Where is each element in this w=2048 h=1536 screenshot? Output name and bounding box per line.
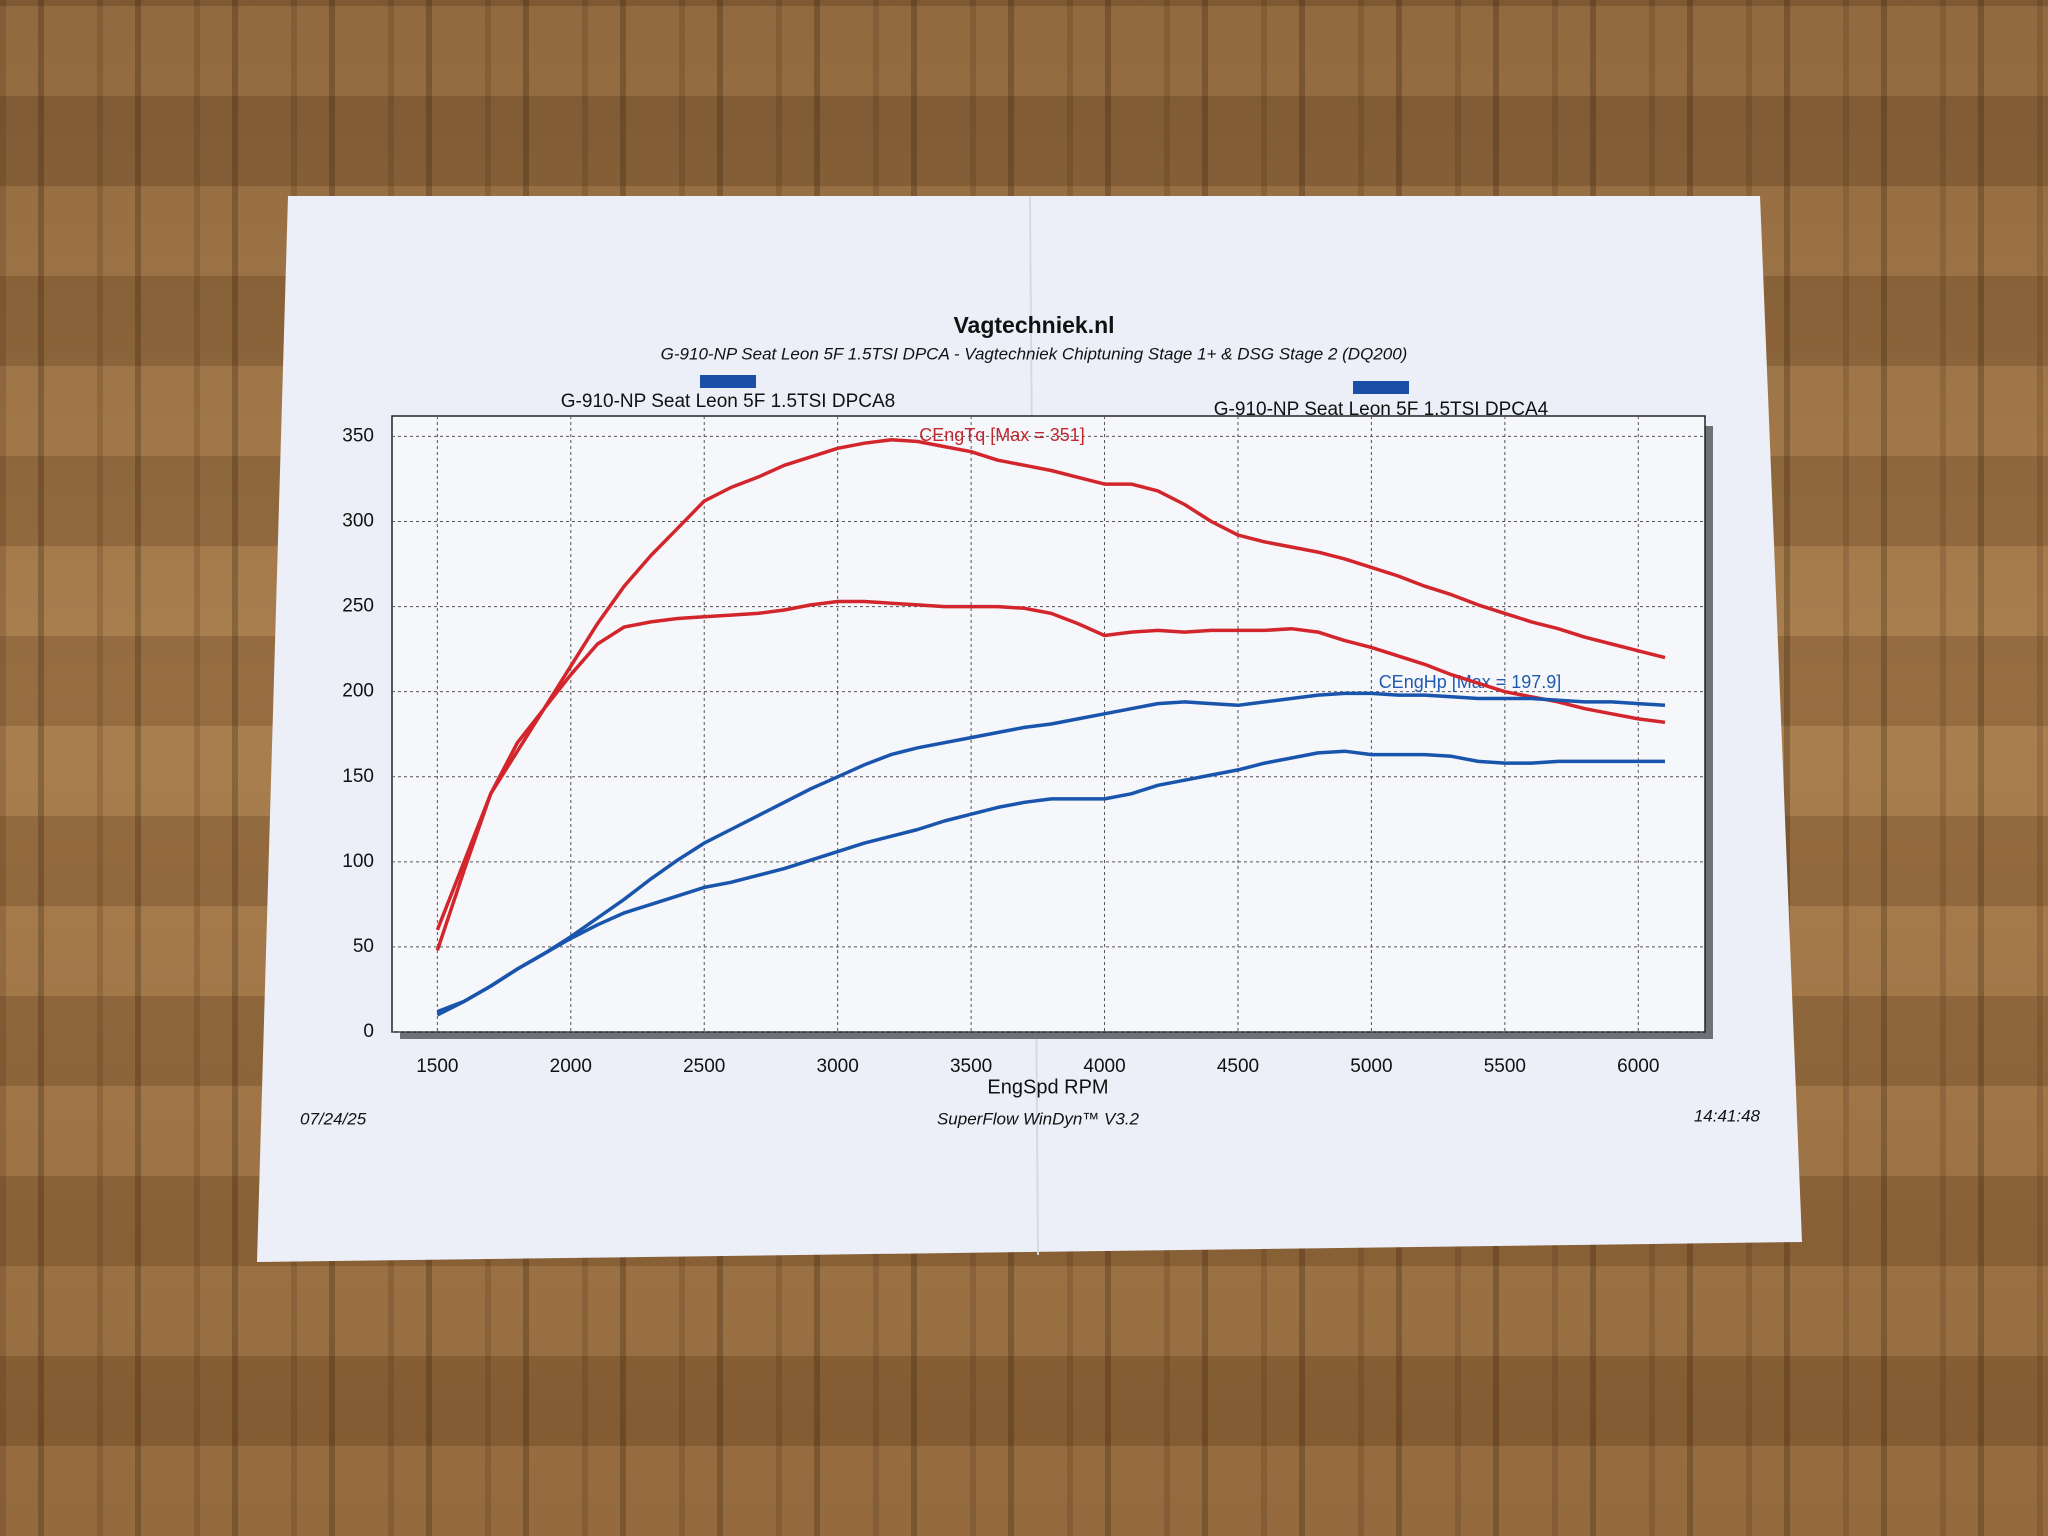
series-line <box>436 749 1665 1017</box>
x-tick-label: 1500 <box>416 1056 458 1077</box>
x-tick-label: 4000 <box>1083 1056 1125 1077</box>
series-line <box>435 438 1666 931</box>
x-tick-label: 2500 <box>683 1056 725 1077</box>
y-tick-label: 50 <box>353 936 374 957</box>
y-tick-label: 0 <box>363 1021 374 1042</box>
y-tick-label: 350 <box>342 425 374 446</box>
y-tick-label: 200 <box>342 681 374 702</box>
y-tick-label: 300 <box>342 511 374 532</box>
x-tick-label: 3500 <box>950 1056 992 1077</box>
series-line <box>435 599 1666 951</box>
x-tick-label: 5000 <box>1350 1056 1392 1077</box>
x-tick-label: 4500 <box>1217 1056 1259 1077</box>
legend-label: G-910-NP Seat Leon 5F 1.5TSI DPCA4 <box>1214 399 1549 420</box>
x-tick-label: 2000 <box>550 1056 592 1077</box>
footer-date: 07/24/25 <box>300 1109 367 1128</box>
legend-swatch <box>1353 381 1409 394</box>
x-axis-label: EngSpd RPM <box>987 1076 1108 1098</box>
legend-swatch <box>700 375 756 388</box>
legend-label: G-910-NP Seat Leon 5F 1.5TSI DPCA8 <box>561 391 895 412</box>
x-tick-label: 3000 <box>817 1056 859 1077</box>
series-line <box>436 691 1666 1014</box>
y-tick-label: 100 <box>342 851 374 872</box>
chart-subtitle: G-910-NP Seat Leon 5F 1.5TSI DPCA - Vagt… <box>661 344 1408 363</box>
y-tick-label: 250 <box>342 596 374 617</box>
x-tick-label: 5500 <box>1484 1056 1526 1077</box>
annotation: CEngTq [Max = 351] <box>919 425 1085 445</box>
y-tick-label: 150 <box>342 766 374 787</box>
footer-time: 14:41:48 <box>1694 1106 1761 1125</box>
x-tick-label: 6000 <box>1617 1056 1659 1077</box>
chart-title: Vagtechniek.nl <box>953 312 1114 338</box>
footer-software: SuperFlow WinDyn™ V3.2 <box>937 1109 1140 1128</box>
